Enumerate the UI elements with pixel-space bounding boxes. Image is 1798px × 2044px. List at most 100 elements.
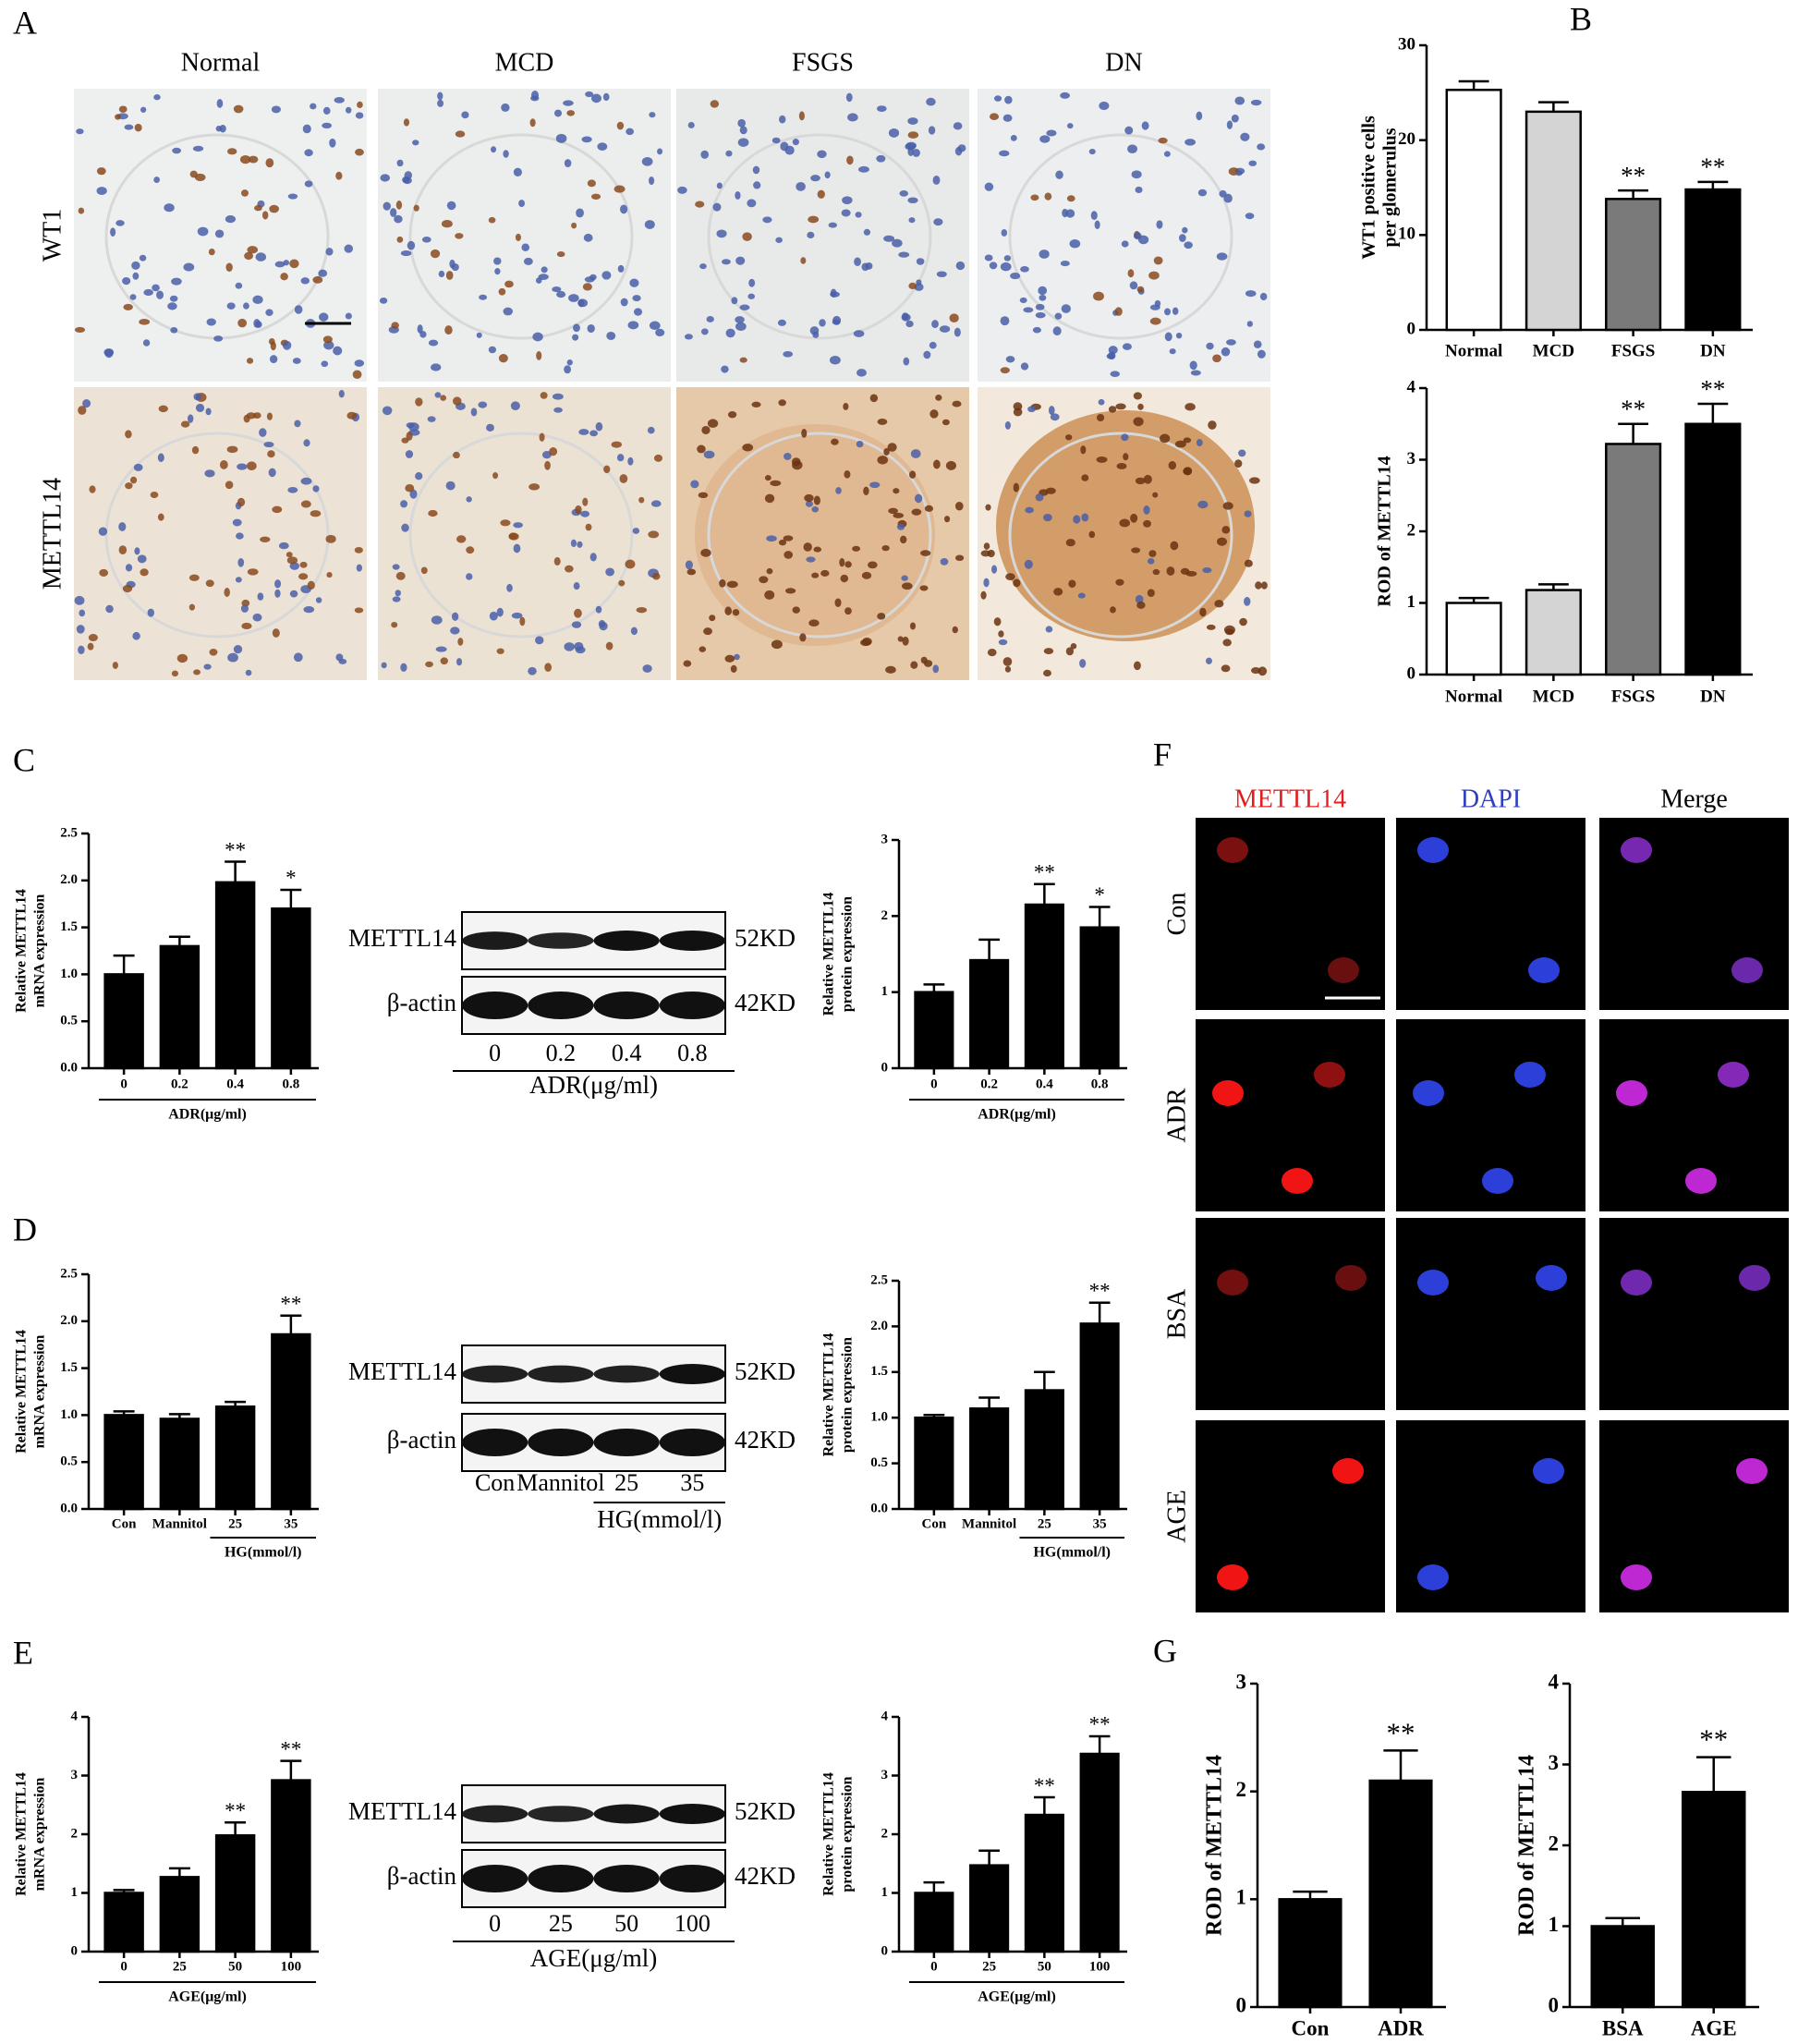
nucleus <box>1178 234 1186 242</box>
nucleus <box>940 557 949 566</box>
nucleus <box>294 305 303 314</box>
x-tick-label: 25 <box>173 1959 187 1974</box>
fluorescence-image <box>1599 818 1789 1010</box>
nucleus <box>405 450 414 458</box>
nucleus <box>140 568 149 577</box>
nucleus <box>247 246 259 254</box>
nucleus <box>227 148 237 155</box>
nucleus <box>932 664 940 674</box>
nucleus <box>1110 371 1120 378</box>
y-tick-label: 0 <box>881 1943 889 1958</box>
nucleus <box>435 646 447 652</box>
bar <box>159 1876 200 1953</box>
nucleus <box>779 115 786 124</box>
nucleus <box>237 497 246 507</box>
nucleus <box>511 612 523 619</box>
nucleus <box>356 564 363 572</box>
y-axis-label: Relative METTL14 <box>14 1330 30 1454</box>
nucleus <box>197 226 209 237</box>
nucleus <box>799 633 807 642</box>
y-tick-label: 3 <box>881 1768 889 1782</box>
fluorescence-image <box>1396 1019 1585 1211</box>
y-axis-label: ROD of METTL14 <box>1375 456 1395 606</box>
nucleus <box>1136 602 1146 609</box>
nucleus <box>1731 957 1763 983</box>
nucleus <box>641 156 653 166</box>
nucleus <box>1020 362 1029 371</box>
nucleus <box>614 185 626 193</box>
nucleus <box>239 154 251 164</box>
nucleus <box>1043 669 1051 677</box>
nucleus <box>834 598 842 608</box>
nucleus <box>778 539 787 546</box>
row-label: METTL14 <box>38 478 67 590</box>
nucleus <box>193 669 200 675</box>
y-axis-label: per glomerulus <box>1380 128 1401 247</box>
x-axis-label: ADR(μg/ml) <box>168 1107 247 1123</box>
nucleus <box>1282 1168 1313 1194</box>
nucleus <box>690 480 699 489</box>
significance: * <box>1094 883 1105 906</box>
size-label: 42KD <box>735 1862 796 1890</box>
nucleus <box>1124 126 1134 135</box>
nucleus <box>847 113 858 122</box>
nucleus <box>1005 356 1015 363</box>
nucleus <box>265 158 274 168</box>
bar <box>969 1864 1010 1953</box>
nucleus <box>1081 513 1089 522</box>
y-tick-label: 3 <box>881 832 889 846</box>
blot-band <box>528 932 594 949</box>
nucleus <box>611 441 622 448</box>
nucleus <box>770 480 782 487</box>
nucleus <box>405 484 415 493</box>
nucleus <box>461 111 469 119</box>
micrograph-bg <box>378 387 671 680</box>
bar <box>1605 443 1662 676</box>
nucleus <box>164 203 175 213</box>
significance: ** <box>1621 162 1646 189</box>
nucleus <box>209 649 218 656</box>
nucleus <box>1116 463 1127 469</box>
nucleus <box>171 277 182 286</box>
nucleus <box>844 561 852 568</box>
nucleus <box>589 274 597 281</box>
nucleus <box>470 408 478 417</box>
nucleus <box>300 477 312 485</box>
significance: ** <box>280 1737 301 1760</box>
nucleus <box>431 615 443 625</box>
nucleus <box>312 485 320 493</box>
nucleus <box>322 335 333 344</box>
nucleus <box>1137 403 1144 410</box>
nucleus <box>244 251 253 261</box>
nucleus <box>739 126 747 135</box>
blot-band <box>528 1429 594 1456</box>
nucleus <box>1216 537 1228 546</box>
nucleus <box>1245 213 1255 220</box>
y-tick-label: 2.0 <box>60 872 78 887</box>
nucleus <box>89 485 96 493</box>
nucleus <box>237 558 245 567</box>
nucleus <box>869 481 881 489</box>
nucleus <box>1240 132 1250 141</box>
nucleus <box>345 106 352 114</box>
nucleus <box>954 554 965 562</box>
lane-label: 50 <box>614 1910 638 1937</box>
nucleus <box>987 549 995 558</box>
nucleus <box>597 142 608 151</box>
nucleus <box>719 578 726 588</box>
nucleus <box>1182 226 1188 234</box>
nucleus <box>998 639 1008 646</box>
nucleus <box>466 573 473 580</box>
nucleus <box>868 561 878 569</box>
nucleus <box>553 109 563 117</box>
nucleus <box>260 536 271 543</box>
size-label: 52KD <box>735 1357 796 1385</box>
nucleus <box>1621 1564 1652 1590</box>
nucleus <box>716 182 723 189</box>
x-tick-label: 50 <box>1038 1959 1051 1974</box>
nucleus <box>428 339 439 347</box>
bar <box>1079 926 1120 1070</box>
nucleus <box>820 569 830 577</box>
nucleus <box>1239 617 1247 627</box>
nucleus <box>952 626 958 634</box>
